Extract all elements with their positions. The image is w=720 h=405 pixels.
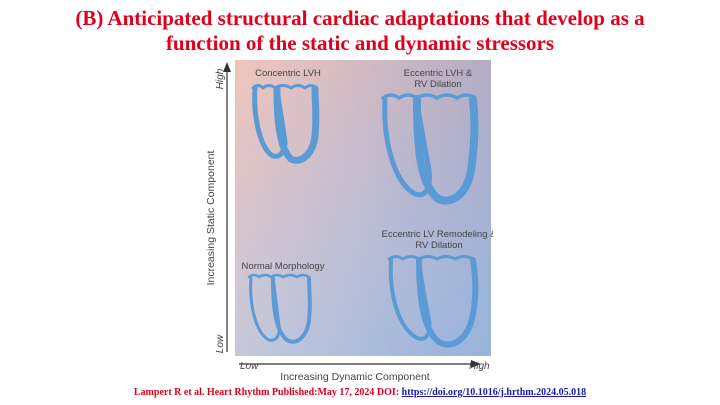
y-axis-low-label: Low [215, 334, 226, 353]
citation-text: Lampert R et al. Heart Rhythm Published:… [133, 387, 402, 398]
x-axis-high-label: High [469, 361, 490, 372]
title-line-1: (B) Anticipated structural cardiac adapt… [75, 6, 645, 30]
doi-link[interactable]: https://doi.org/10.1016/j.hrthm.2024.05.… [401, 387, 587, 398]
normal-morphology-heart-icon [247, 273, 312, 344]
y-axis-title: Increasing Static Component [205, 151, 217, 286]
x-axis-title: Increasing Dynamic Component [280, 371, 429, 383]
eccentric-lvh-heart-icon [381, 93, 479, 205]
y-axis-arrow-icon [223, 62, 231, 72]
diagram-svg: High Low Increasing Static Component Low… [205, 60, 497, 383]
title-line-2: function of the static and dynamic stres… [165, 31, 555, 55]
label-normal-morphology: Normal Morphology [242, 261, 325, 272]
label-eccentric-lv-remodeling-line2: RV Dilation [415, 240, 462, 251]
x-axis-low-label: Low [240, 361, 259, 372]
label-eccentric-lvh-line2: RV Dilation [414, 79, 461, 90]
adaptation-diagram: High Low Increasing Static Component Low… [203, 58, 497, 390]
slide-title: (B) Anticipated structural cardiac adapt… [20, 6, 700, 56]
label-eccentric-lvh-line1: Eccentric LVH & [404, 68, 473, 79]
label-eccentric-lv-remodeling-line1: Eccentric LV Remodeling & [382, 229, 493, 240]
concentric-lvh-heart-icon [251, 84, 320, 164]
citation-footer: Lampert R et al. Heart Rhythm Published:… [0, 387, 720, 398]
label-concentric-lvh: Concentric LVH [255, 68, 321, 79]
x-axis-arrow-icon [471, 360, 481, 368]
y-axis-high-label: High [215, 68, 226, 89]
eccentric-lv-remodeling-heart-icon [387, 255, 479, 348]
